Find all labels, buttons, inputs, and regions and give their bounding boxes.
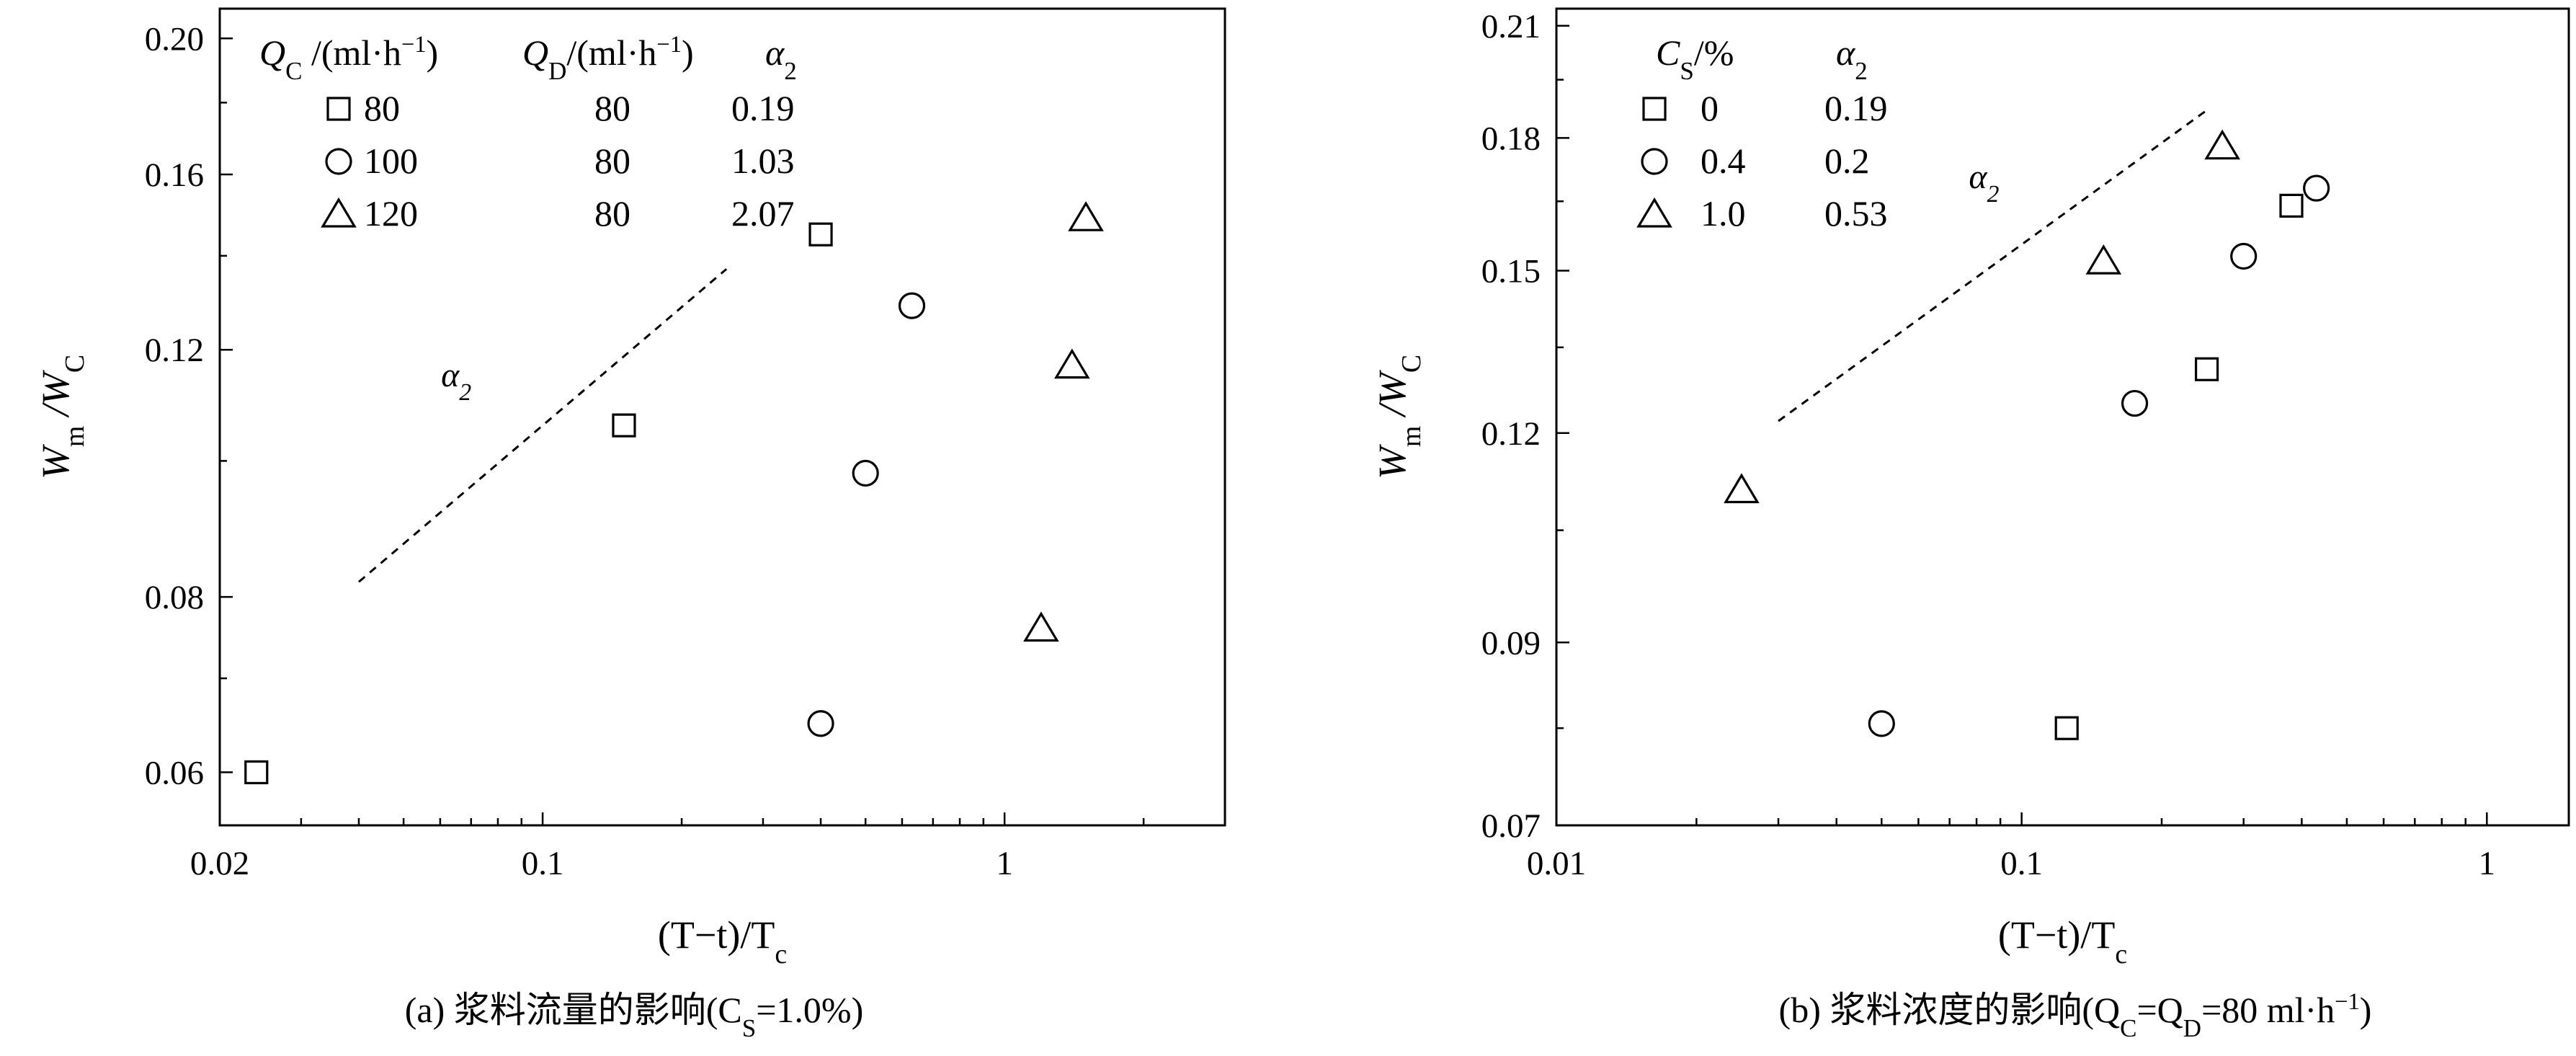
data-point-triangle	[1068, 201, 1104, 231]
legend-alpha2-value: 2.07	[731, 193, 795, 234]
y-tick-label: 0.09	[1481, 624, 1541, 662]
x-tick-label: 0.01	[1527, 845, 1586, 882]
x-tick-label: 0.1	[2000, 845, 2043, 882]
legend-header: QC /(ml·h−1)	[259, 32, 438, 85]
data-point-square	[612, 413, 636, 438]
data-point-square	[2194, 357, 2219, 381]
legend-square-icon	[1642, 97, 1667, 121]
y-axis-title: Wm /WC	[34, 355, 90, 479]
legend-alpha2-value: 1.03	[731, 141, 795, 181]
data-point-triangle	[2204, 129, 2240, 160]
x-tick-label: 1	[2479, 845, 2496, 882]
legend-header: α2	[1836, 32, 1868, 85]
y-tick-label: 0.06	[145, 754, 204, 791]
data-point-circle	[807, 710, 834, 737]
x-axis-title: (T−t)/Tc	[1998, 913, 2127, 970]
y-tick-label: 0.16	[145, 156, 204, 194]
legend-circle-icon	[325, 148, 352, 175]
y-tick-label: 0.15	[1481, 252, 1541, 290]
legend: QC /(ml·h−1) QD/(ml·h−1) α2 80 80 0.19 100 80 1.…	[259, 32, 797, 234]
legend-qd-value: 80	[594, 88, 630, 128]
data-point-square	[2279, 193, 2304, 218]
slope-guide-line	[1778, 109, 2208, 422]
legend-qd-value: 80	[594, 193, 630, 234]
y-tick-label: 0.12	[145, 332, 204, 369]
legend-qc-value: 100	[364, 141, 418, 181]
panel-b-chart: 0.01 0.1 1 0.07 0.09 0.12 0.15 0.18 0.21 (T−t)/Tc…	[1371, 7, 2570, 1042]
x-tick-label: 0.1	[522, 845, 564, 882]
legend: CS/% α2 0 0.19 0.4 0.2 1.0 0.53	[1636, 32, 1888, 234]
y-tick-label: 0.07	[1481, 807, 1541, 845]
data-point-triangle	[2085, 244, 2122, 275]
legend-qc-value: 120	[364, 193, 418, 234]
data-point-square	[244, 760, 269, 785]
legend-triangle-icon	[321, 197, 357, 228]
legend-qc-value: 80	[364, 88, 400, 128]
y-tick-label: 0.21	[1481, 8, 1541, 45]
data-point-square	[2054, 716, 2079, 740]
legend-cs-value: 0.4	[1701, 141, 1746, 181]
data-point-circle	[1868, 710, 1895, 737]
data-point-circle	[2230, 242, 2258, 270]
plot-frame	[1555, 7, 2570, 827]
legend-header: QD/(ml·h−1)	[522, 32, 694, 85]
slope-label: α2	[441, 356, 471, 406]
legend-header: α2	[765, 32, 797, 85]
legend-cs-value: 1.0	[1701, 193, 1746, 234]
legend-square-icon	[326, 97, 351, 121]
legend-qd-value: 80	[594, 141, 630, 181]
x-tick-label: 0.02	[190, 845, 249, 882]
data-point-circle	[852, 459, 879, 487]
data-point-square	[808, 222, 833, 247]
legend-alpha2-value: 0.19	[1824, 88, 1888, 128]
legend-circle-icon	[1641, 148, 1668, 175]
legend-alpha2-value: 0.2	[1824, 141, 1870, 181]
figure-caption: (a) 浆料流量的影响(CS=1.0%)	[405, 990, 863, 1042]
legend-header: CS/%	[1656, 32, 1734, 85]
slope-guide-line	[358, 268, 728, 583]
plot-frame	[218, 7, 1226, 827]
data-point-triangle	[1023, 611, 1059, 642]
x-axis-title: (T−t)/Tc	[658, 913, 787, 970]
figure-caption: (b) 浆料浓度的影响(QC=QD=80 ml·h−1)	[1779, 989, 2372, 1042]
data-point-triangle	[1054, 348, 1090, 379]
data-point-triangle	[1724, 473, 1760, 504]
y-tick-label: 0.08	[145, 579, 204, 616]
legend-alpha2-value: 0.53	[1824, 193, 1888, 234]
y-tick-label: 0.18	[1481, 120, 1541, 157]
data-point-circle	[2121, 389, 2149, 417]
y-tick-label: 0.12	[1481, 415, 1541, 453]
legend-triangle-icon	[1636, 197, 1672, 228]
y-tick-label: 0.20	[145, 20, 204, 58]
y-axis-title: Wm /WC	[1371, 355, 1427, 479]
data-point-circle	[898, 292, 926, 319]
panel-a-chart: 0.02 0.1 1 0.06 0.08 0.12 0.16 0.20 (T−t)/Tc Wm /…	[34, 7, 1226, 1042]
legend-alpha2-value: 0.19	[731, 88, 795, 128]
legend-cs-value: 0	[1701, 88, 1719, 128]
data-point-circle	[2303, 174, 2330, 202]
slope-label: α2	[1969, 158, 1999, 208]
x-tick-label: 1	[996, 845, 1013, 882]
